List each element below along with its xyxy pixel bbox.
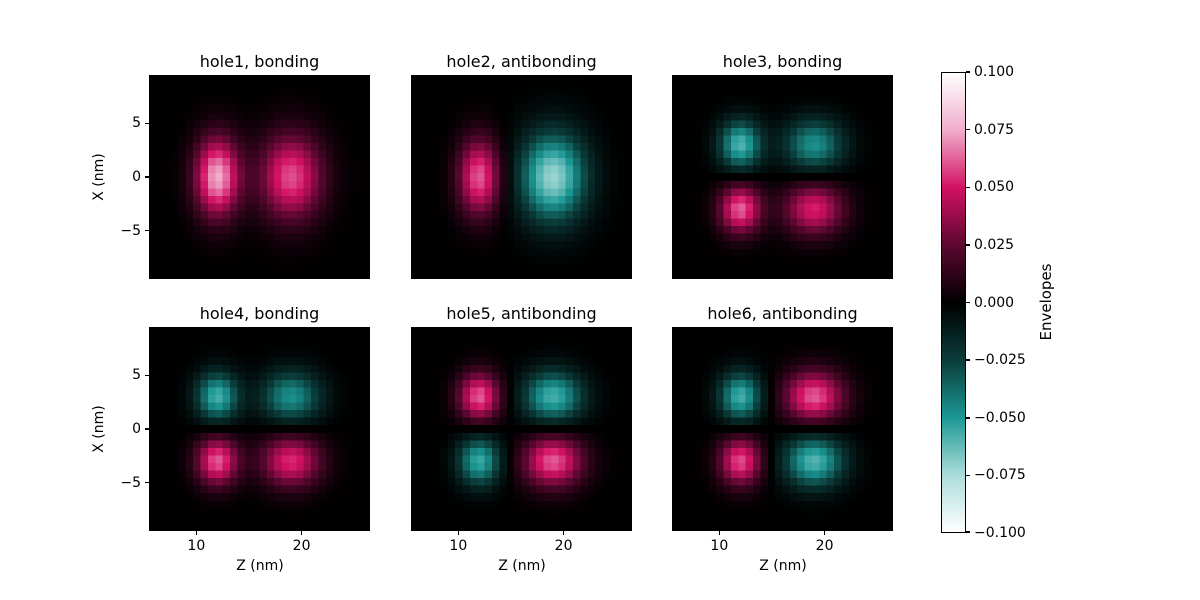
x-tick-mark bbox=[300, 531, 303, 535]
y-axis-label-row2: X (nm) bbox=[91, 405, 107, 453]
colorbar-tick-mark bbox=[966, 244, 970, 246]
subplot-title-hole6: hole6, antibonding bbox=[707, 304, 858, 323]
colorbar-tick-mark bbox=[966, 301, 970, 304]
subplot-title-hole4: hole4, bonding bbox=[199, 304, 320, 323]
colorbar-tick-label: −0.025 bbox=[974, 352, 1026, 369]
y-tick-label: 5 bbox=[132, 115, 141, 132]
y-tick-mark bbox=[145, 122, 149, 125]
subplot-title-hole3: hole3, bonding bbox=[722, 52, 843, 71]
subplot-hole1: hole1, bonding 5 0 −5 bbox=[120, 53, 370, 279]
colorbar-tick-mark bbox=[966, 186, 970, 188]
x-tick-label: 20 bbox=[554, 538, 573, 554]
colorbar-tick-label: 0.100 bbox=[974, 64, 1015, 80]
y-axis-label-row1: X (nm) bbox=[91, 153, 107, 201]
y-tick-mark bbox=[145, 176, 149, 178]
colorbar-tick-mark bbox=[966, 531, 970, 533]
x-tick-label: 10 bbox=[187, 538, 206, 554]
colorbar-tick-mark bbox=[966, 417, 970, 419]
y-tick-label: 5 bbox=[132, 367, 141, 384]
heatmap-canvas-hole2 bbox=[411, 75, 632, 279]
colorbar-tick-mark bbox=[966, 359, 970, 361]
y-tick-label: −5 bbox=[120, 474, 141, 491]
colorbar bbox=[941, 72, 966, 533]
x-tick-mark bbox=[562, 531, 565, 535]
subplot-title-hole2: hole2, antibonding bbox=[446, 52, 597, 71]
x-axis-label-col2: Z (nm) bbox=[498, 558, 546, 574]
y-tick-mark bbox=[145, 229, 149, 232]
subplot-hole2: hole2, antibonding bbox=[411, 53, 632, 279]
subplot-hole4: hole4, bonding 5 0 −5 10 20 bbox=[120, 305, 370, 554]
x-tick-label: 20 bbox=[815, 538, 834, 554]
heatmap-canvas-hole4 bbox=[149, 327, 370, 531]
heatmap-canvas-hole1 bbox=[149, 75, 370, 279]
y-tick-mark bbox=[145, 428, 149, 430]
colorbar-ticks: 0.100 0.075 0.050 0.025 0.000 −0.025 −0.050 −0.… bbox=[966, 64, 1026, 541]
x-tick-label: 10 bbox=[449, 538, 468, 554]
colorbar-tick-label: 0.050 bbox=[974, 179, 1015, 196]
y-tick-mark bbox=[145, 481, 149, 484]
heatmap-canvas-hole5 bbox=[411, 327, 632, 531]
colorbar-tick-mark bbox=[966, 474, 970, 477]
y-tick-label: 0 bbox=[132, 421, 141, 437]
x-tick-mark bbox=[718, 531, 721, 535]
subplot-title-hole5: hole5, antibonding bbox=[446, 304, 597, 323]
y-tick-label: −5 bbox=[120, 222, 141, 239]
subplot-hole6: hole6, antibonding 10 20 bbox=[672, 305, 893, 554]
subplot-hole5: hole5, antibonding 10 20 bbox=[411, 305, 632, 554]
x-tick-label: 10 bbox=[710, 538, 729, 554]
x-tick-label: 20 bbox=[292, 538, 311, 554]
colorbar-tick-label: −0.050 bbox=[974, 409, 1026, 426]
heatmap-canvas-hole6 bbox=[672, 327, 893, 531]
y-tick-mark bbox=[145, 374, 149, 377]
colorbar-tick-mark bbox=[966, 71, 970, 73]
y-tick-label: 0 bbox=[132, 169, 141, 185]
x-axis-label-col3: Z (nm) bbox=[759, 558, 807, 574]
heatmap-canvas-hole3 bbox=[672, 75, 893, 279]
x-axis-label-col1: Z (nm) bbox=[236, 558, 284, 574]
x-tick-mark bbox=[823, 531, 826, 535]
colorbar-gradient bbox=[942, 73, 965, 532]
subplot-title-hole1: hole1, bonding bbox=[199, 52, 320, 71]
colorbar-tick-label: −0.100 bbox=[974, 525, 1026, 541]
colorbar-tick-mark bbox=[966, 128, 970, 131]
colorbar-label: Envelopes bbox=[1037, 263, 1055, 341]
x-tick-mark bbox=[195, 531, 198, 535]
subplot-hole3: hole3, bonding bbox=[672, 53, 893, 279]
colorbar-tick-label: 0.025 bbox=[974, 236, 1015, 253]
colorbar-tick-label: 0.000 bbox=[974, 294, 1015, 311]
colorbar-tick-label: −0.075 bbox=[974, 467, 1026, 484]
colorbar-tick-label: 0.075 bbox=[974, 121, 1015, 138]
x-tick-mark bbox=[457, 531, 460, 535]
